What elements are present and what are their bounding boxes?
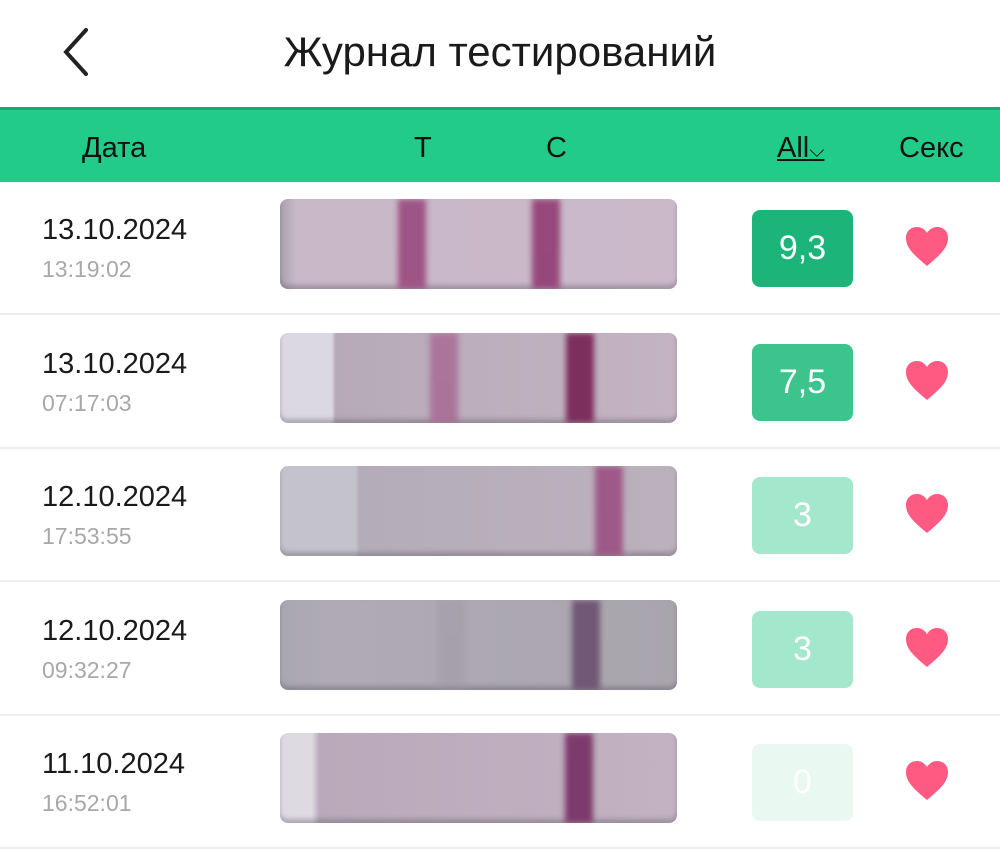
strip-line	[595, 466, 623, 556]
lh-value-badge: 3	[752, 610, 853, 688]
table-row[interactable]: 12.10.2024 09:32:27 3	[0, 583, 1000, 716]
chevron-down-icon: ⌵	[809, 140, 825, 162]
row-time: 07:17:03	[42, 389, 132, 416]
test-strip-image[interactable]	[280, 466, 677, 556]
row-date: 13.10.2024	[42, 347, 188, 380]
test-strip-image[interactable]	[280, 599, 677, 690]
page-title: Журнал тестирований	[283, 28, 717, 75]
column-c: C	[546, 132, 567, 164]
test-strip-image[interactable]	[280, 733, 677, 823]
column-date: Дата	[82, 132, 147, 164]
heart-icon[interactable]	[904, 758, 950, 804]
table-row[interactable]: 13.10.2024 13:19:02 9,3	[0, 182, 1000, 315]
row-time: 17:53:55	[42, 523, 132, 549]
strip-line	[532, 199, 560, 289]
row-time: 16:52:01	[42, 790, 132, 816]
chevron-left-icon[interactable]	[58, 26, 98, 78]
column-sex: Секс	[899, 132, 964, 164]
row-date: 12.10.2024	[42, 614, 188, 647]
strip-line	[565, 733, 593, 823]
heart-icon[interactable]	[904, 358, 950, 404]
row-time: 13:19:02	[42, 256, 132, 282]
strip-line	[430, 332, 458, 423]
heart-icon[interactable]	[904, 491, 950, 537]
row-date: 11.10.2024	[42, 748, 185, 780]
lh-value-badge: 3	[752, 477, 853, 554]
row-date: 12.10.2024	[42, 481, 188, 513]
strip-line	[566, 332, 594, 423]
column-header-bar: Дата T C All⌵ Секс	[0, 107, 1000, 182]
table-row[interactable]: 11.10.2024 16:52:01 0	[0, 716, 1000, 849]
top-bar: Журнал тестирований	[0, 0, 1000, 107]
heart-icon[interactable]	[904, 625, 950, 671]
row-time: 09:32:27	[42, 656, 132, 683]
filter-label: All	[777, 132, 810, 164]
strip-line	[398, 199, 426, 289]
lh-value-badge: 7,5	[752, 343, 853, 421]
heart-icon[interactable]	[904, 224, 950, 270]
lh-value-badge: 9,3	[752, 210, 853, 287]
lh-value-badge: 0	[752, 744, 853, 821]
column-t: T	[414, 132, 432, 164]
row-date: 13.10.2024	[42, 214, 188, 246]
table-row[interactable]: 13.10.2024 07:17:03 7,5	[0, 316, 1000, 449]
filter-dropdown[interactable]: All⌵	[777, 132, 824, 165]
test-strip-image[interactable]	[280, 332, 677, 423]
test-strip-image[interactable]	[280, 199, 677, 289]
strip-line	[572, 599, 600, 690]
strip-line	[437, 599, 465, 690]
table-row[interactable]: 12.10.2024 17:53:55 3	[0, 449, 1000, 582]
